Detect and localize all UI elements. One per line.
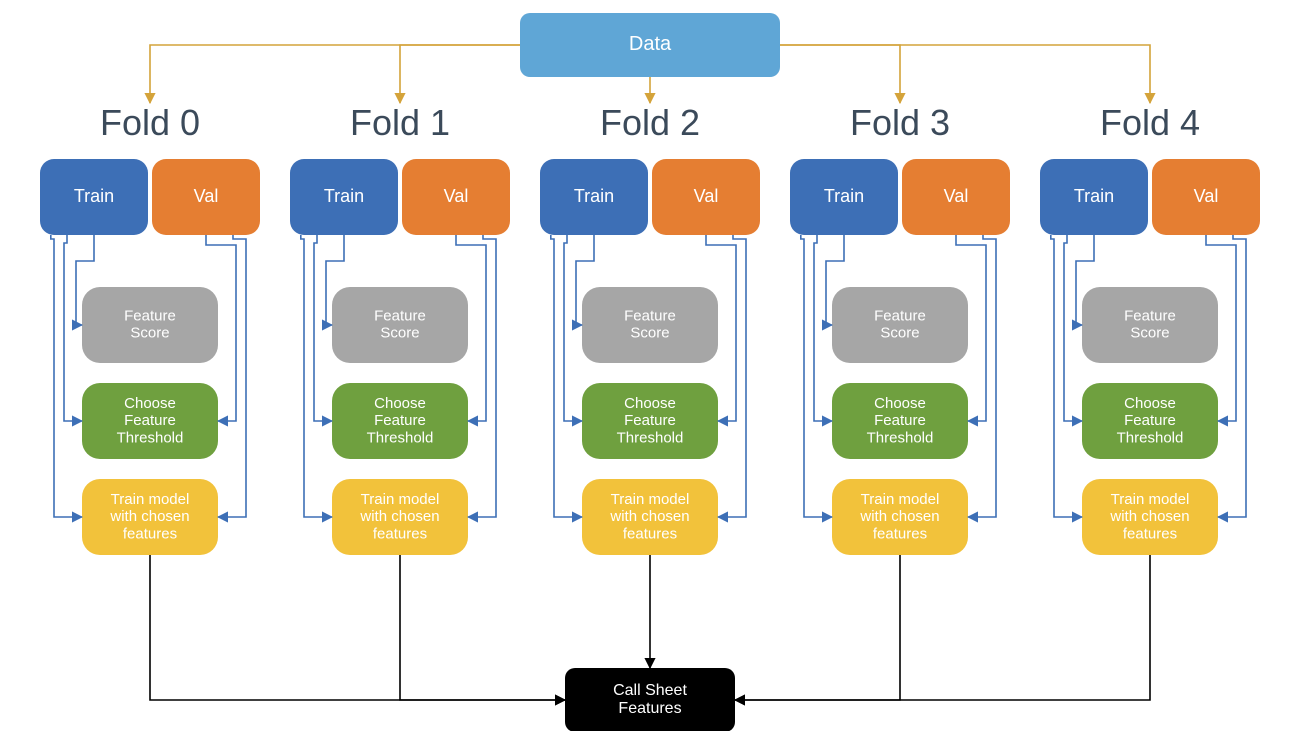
arrow-train-trainmodel-3 (801, 235, 832, 517)
arrow-train-choose-3 (814, 235, 832, 421)
val-label-0: Val (194, 186, 219, 206)
fold-title-4: Fold 4 (1100, 102, 1200, 143)
arrow-data-to-fold-4 (780, 45, 1150, 103)
choose-threshold-label-3: ChooseFeatureThreshold (867, 395, 934, 447)
arrow-val-trainmodel-2 (718, 235, 746, 517)
arrow-data-to-fold-0 (150, 45, 520, 103)
arrow-train-trainmodel-0 (51, 235, 82, 517)
call-sheet-label: Call SheetFeatures (613, 682, 687, 717)
train-label-2: Train (574, 186, 614, 206)
arrow-trainmodel-callsheet-4 (735, 555, 1150, 700)
data-label: Data (629, 33, 672, 55)
choose-threshold-label-1: ChooseFeatureThreshold (367, 395, 434, 447)
feature-score-label-4: FeatureScore (1124, 307, 1176, 341)
arrow-val-trainmodel-3 (968, 235, 996, 517)
arrow-data-to-fold-1 (400, 45, 520, 103)
train-label-1: Train (324, 186, 364, 206)
fold-title-2: Fold 2 (600, 102, 700, 143)
arrow-train-trainmodel-4 (1051, 235, 1082, 517)
train-label-0: Train (74, 186, 114, 206)
arrow-train-trainmodel-2 (551, 235, 582, 517)
arrow-trainmodel-callsheet-0 (150, 555, 565, 700)
arrow-trainmodel-callsheet-3 (735, 555, 900, 700)
arrow-data-to-fold-3 (780, 45, 900, 103)
choose-threshold-label-2: ChooseFeatureThreshold (617, 395, 684, 447)
train-label-4: Train (1074, 186, 1114, 206)
choose-threshold-label-0: ChooseFeatureThreshold (117, 395, 184, 447)
val-label-1: Val (444, 186, 469, 206)
arrow-train-choose-4 (1064, 235, 1082, 421)
train-label-3: Train (824, 186, 864, 206)
arrow-train-choose-2 (564, 235, 582, 421)
fold-title-0: Fold 0 (100, 102, 200, 143)
feature-score-label-1: FeatureScore (374, 307, 426, 341)
feature-score-label-2: FeatureScore (624, 307, 676, 341)
fold-title-3: Fold 3 (850, 102, 950, 143)
arrow-train-choose-0 (64, 235, 82, 421)
arrow-val-trainmodel-1 (468, 235, 496, 517)
val-label-4: Val (1194, 186, 1219, 206)
diagram-root: Data Fold 0 Train Val FeatureScore ChooseFeat… (0, 0, 1300, 731)
arrow-val-trainmodel-0 (218, 235, 246, 517)
val-label-3: Val (944, 186, 969, 206)
arrow-trainmodel-callsheet-1 (400, 555, 565, 700)
fold-title-1: Fold 1 (350, 102, 450, 143)
val-label-2: Val (694, 186, 719, 206)
feature-score-label-3: FeatureScore (874, 307, 926, 341)
feature-score-label-0: FeatureScore (124, 307, 176, 341)
choose-threshold-label-4: ChooseFeatureThreshold (1117, 395, 1184, 447)
arrow-val-trainmodel-4 (1218, 235, 1246, 517)
arrow-train-choose-1 (314, 235, 332, 421)
arrow-train-trainmodel-1 (301, 235, 332, 517)
